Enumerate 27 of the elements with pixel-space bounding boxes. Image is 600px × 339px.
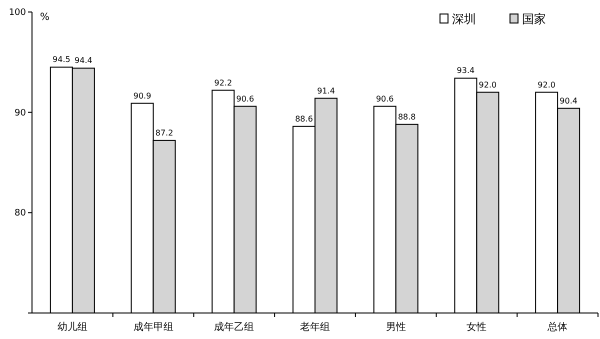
- data-label: 91.4: [317, 86, 335, 96]
- data-label: 93.4: [456, 66, 475, 76]
- x-tick-label: 幼儿组: [57, 321, 88, 333]
- data-label: 90.9: [133, 91, 152, 100]
- data-label: 94.4: [74, 56, 92, 66]
- data-label: 87.2: [155, 128, 174, 138]
- data-label: 90.6: [236, 94, 254, 104]
- data-label: 88.8: [398, 112, 416, 122]
- x-tick-label: 成年甲组: [133, 321, 174, 333]
- x-tick-label: 总体: [546, 321, 568, 333]
- x-tick-label: 成年乙组: [214, 321, 254, 333]
- y-axis-title: %: [40, 12, 50, 23]
- data-label: 92.0: [538, 80, 556, 90]
- y-tick-label: 100: [8, 8, 26, 18]
- data-label: 92.2: [214, 78, 232, 88]
- data-label: 90.6: [376, 94, 394, 104]
- data-label: 90.4: [560, 96, 578, 106]
- data-label: 88.6: [295, 114, 313, 124]
- x-tick-label: 女性: [466, 321, 487, 333]
- x-tick-label: 男性: [386, 321, 406, 333]
- x-tick-label: 老年组: [300, 321, 330, 333]
- y-tick-label: 90: [14, 108, 26, 118]
- data-label: 92.0: [478, 80, 497, 90]
- y-tick-label: 80: [14, 208, 26, 219]
- data-label: 94.5: [52, 55, 70, 64]
- legend-label: 国家: [522, 12, 546, 26]
- legend-label: 深圳: [452, 12, 476, 26]
